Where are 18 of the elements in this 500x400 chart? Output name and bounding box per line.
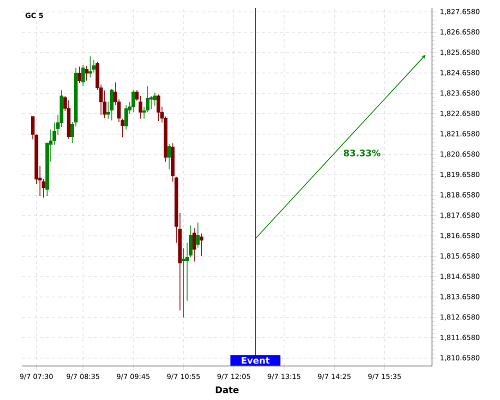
candlestick <box>156 94 160 122</box>
candlestick <box>124 104 128 130</box>
x-axis-title: Date <box>216 386 239 394</box>
candlestick <box>81 64 85 87</box>
candlestick <box>182 248 186 318</box>
candlestick <box>167 144 171 170</box>
candlestick <box>132 90 136 113</box>
annotation: 83.33% <box>344 150 380 156</box>
candlestick <box>192 228 196 262</box>
candlestick <box>200 233 204 256</box>
candlestick <box>88 56 92 78</box>
candlestick <box>153 92 157 106</box>
ref-line-label: Event <box>242 357 270 364</box>
candlestick <box>84 66 88 82</box>
candlestick <box>196 222 200 248</box>
candlestick <box>138 96 142 120</box>
candlestick <box>78 66 82 84</box>
candlestick <box>110 88 114 121</box>
